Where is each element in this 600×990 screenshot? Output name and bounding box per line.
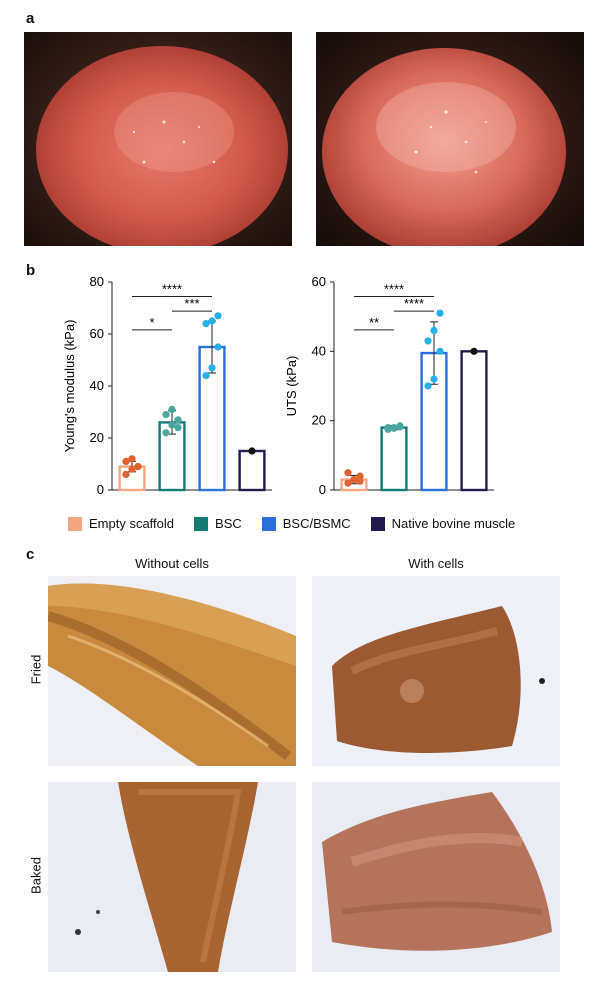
data-point bbox=[122, 470, 130, 478]
chart-youngs-modulus: Young's modulus (kPa) 0 20 40 60 80 * *** **** bbox=[60, 272, 290, 517]
legend-label: BSC/BSMC bbox=[282, 516, 351, 531]
y-axis-label: UTS (kPa) bbox=[284, 356, 299, 417]
y-tick-label: 60 bbox=[90, 326, 104, 341]
legend-swatch bbox=[370, 516, 385, 531]
legend-label: BSC bbox=[215, 516, 242, 531]
legend-swatch bbox=[194, 516, 209, 531]
legend-item: BSC bbox=[194, 516, 242, 531]
column-title-without-cells: Without cells bbox=[135, 556, 209, 571]
column-title-with-cells: With cells bbox=[408, 556, 464, 571]
y-tick-label: 0 bbox=[319, 482, 326, 497]
photo-scaffold-left bbox=[24, 32, 292, 246]
row-label-fried: Fried bbox=[28, 654, 44, 685]
data-point bbox=[356, 477, 364, 485]
data-point bbox=[214, 343, 222, 351]
data-point bbox=[430, 375, 438, 383]
photo-baked-without-cells bbox=[48, 782, 296, 972]
chart-uts: UTS (kPa) 0 20 40 60 ** **** **** bbox=[282, 272, 512, 517]
data-point bbox=[174, 424, 182, 432]
y-tick-label: 20 bbox=[90, 430, 104, 445]
bar bbox=[238, 449, 266, 492]
data-point bbox=[128, 455, 136, 463]
chart-legend: Empty scaffold BSC BSC/BSMC Native bovine m… bbox=[68, 516, 535, 531]
panel-label-b: b bbox=[26, 262, 36, 279]
data-point bbox=[202, 320, 210, 328]
data-point bbox=[208, 364, 216, 372]
data-point bbox=[344, 469, 352, 477]
significance-label: ** bbox=[369, 315, 379, 330]
photo-scaffold-right bbox=[316, 32, 584, 246]
data-point bbox=[128, 465, 136, 473]
legend-item: Native bovine muscle bbox=[370, 516, 516, 531]
photo-fried-without-cells bbox=[48, 576, 296, 766]
legend-item: BSC/BSMC bbox=[261, 516, 351, 531]
bar bbox=[380, 426, 408, 492]
significance-label: *** bbox=[184, 296, 199, 311]
data-point bbox=[214, 312, 222, 320]
data-point bbox=[350, 476, 358, 484]
legend-label: Native bovine muscle bbox=[391, 516, 516, 531]
legend-swatch bbox=[261, 516, 276, 531]
photo-baked-with-cells bbox=[312, 782, 560, 972]
data-point bbox=[134, 463, 142, 471]
data-point bbox=[168, 405, 176, 413]
y-tick-label: 40 bbox=[312, 343, 326, 358]
legend-swatch bbox=[68, 516, 82, 531]
legend-label: Empty scaffold bbox=[89, 516, 175, 531]
data-point bbox=[162, 411, 170, 419]
significance-label: **** bbox=[404, 296, 424, 311]
data-point bbox=[174, 416, 182, 424]
significance-label: * bbox=[149, 315, 154, 330]
data-point bbox=[168, 421, 176, 429]
data-point bbox=[356, 472, 364, 480]
significance-label: **** bbox=[384, 282, 404, 297]
data-point bbox=[424, 382, 432, 390]
y-tick-label: 60 bbox=[312, 274, 326, 289]
data-point bbox=[162, 429, 170, 437]
data-point bbox=[122, 457, 130, 465]
y-tick-label: 80 bbox=[90, 274, 104, 289]
data-point bbox=[208, 317, 216, 325]
data-point bbox=[248, 447, 256, 455]
y-tick-label: 40 bbox=[90, 378, 104, 393]
legend-item: Empty scaffold bbox=[68, 516, 174, 531]
data-point bbox=[424, 337, 432, 345]
panel-label-a: a bbox=[26, 10, 35, 27]
y-tick-label: 0 bbox=[97, 482, 104, 497]
y-axis-label: Young's modulus (kPa) bbox=[62, 320, 77, 453]
data-point bbox=[396, 423, 404, 431]
panel-label-c: c bbox=[26, 546, 35, 563]
data-point bbox=[436, 347, 444, 355]
data-point bbox=[430, 326, 438, 335]
data-point bbox=[390, 424, 398, 432]
data-point bbox=[436, 309, 444, 317]
data-point bbox=[384, 424, 392, 432]
y-tick-label: 20 bbox=[312, 413, 326, 428]
row-label-baked: Baked bbox=[28, 857, 44, 894]
bar bbox=[460, 350, 488, 492]
data-point bbox=[202, 372, 210, 380]
photo-fried-with-cells bbox=[312, 576, 560, 766]
data-point bbox=[470, 347, 478, 355]
data-point bbox=[344, 479, 352, 487]
significance-label: **** bbox=[162, 282, 182, 297]
